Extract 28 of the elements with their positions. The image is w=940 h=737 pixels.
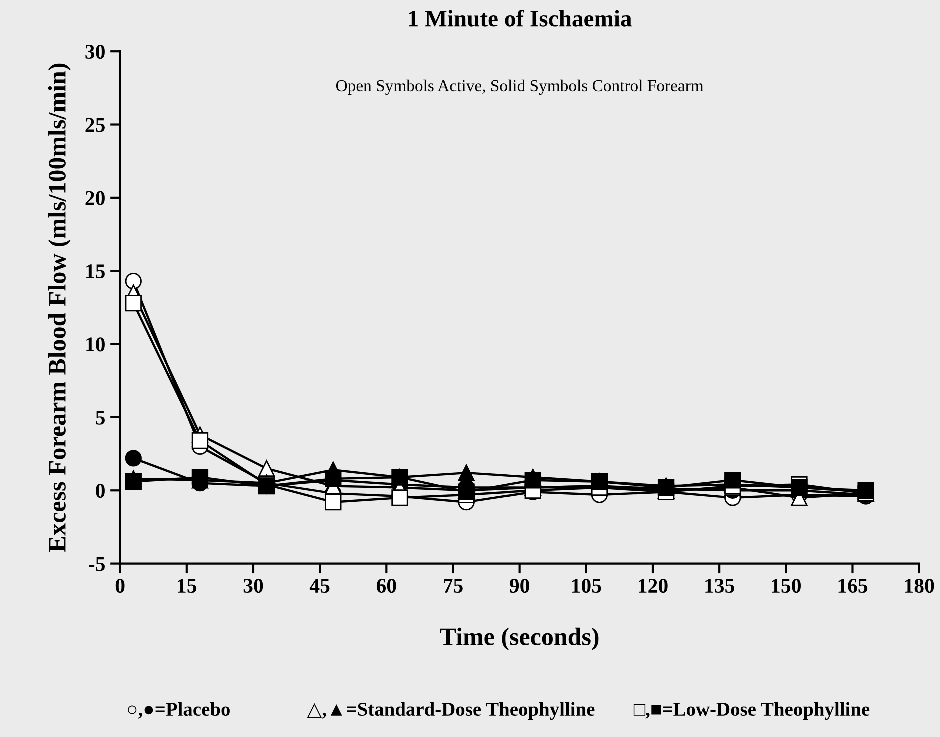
- x-axis-title: Time (seconds): [440, 628, 599, 651]
- y-tick-label: 25: [86, 118, 105, 132]
- text: ○,●=Placebo: [128, 702, 230, 719]
- x-tick-label: 120: [639, 578, 668, 594]
- x-tick-label: 0: [116, 578, 125, 594]
- y-tick-label: 15: [86, 264, 105, 279]
- y-tick-label: -5: [89, 557, 105, 572]
- text: □,■=Low-Dose Theophylline: [634, 702, 870, 720]
- x-tick-label: 135: [706, 579, 734, 594]
- x-tick-label: 165: [838, 579, 868, 594]
- x-tick-label: 180: [905, 578, 934, 594]
- x-tick-label: 45: [310, 579, 330, 594]
- y-tick-label: 0: [96, 484, 105, 498]
- x-tick-label: 150: [772, 578, 801, 594]
- x-tick-label: 60: [376, 578, 396, 594]
- x-tick-label: 90: [510, 578, 530, 594]
- y-tick-label: 5: [96, 411, 105, 425]
- x-tick-label: 75: [444, 579, 463, 594]
- y-tick-label: 30: [86, 44, 105, 60]
- annotation: Open Symbols Active, Solid Symbols Control Forearm: [336, 80, 704, 96]
- x-tick-label: 105: [572, 578, 602, 594]
- y-tick-label: 20: [86, 191, 105, 206]
- x-tick-label: 30: [244, 578, 264, 594]
- y-tick-label: 10: [86, 338, 105, 352]
- y-axis-title: Excess Forearm Blood Flow (mls/100mls/min): [48, 64, 72, 552]
- chart-title: 1 Minute of Ischaemia: [409, 10, 632, 27]
- x-tick-label: 15: [178, 579, 197, 594]
- text: △,▲=Standard-Dose Theophylline: [307, 702, 595, 720]
